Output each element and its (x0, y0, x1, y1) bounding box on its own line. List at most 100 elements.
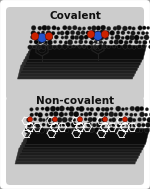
Circle shape (70, 30, 75, 35)
Circle shape (112, 118, 116, 122)
Circle shape (56, 123, 61, 127)
Circle shape (122, 117, 128, 122)
Circle shape (47, 40, 52, 45)
Circle shape (41, 31, 45, 34)
Circle shape (141, 31, 145, 35)
Circle shape (70, 35, 75, 40)
Circle shape (117, 45, 121, 49)
Polygon shape (21, 137, 145, 153)
Circle shape (31, 123, 35, 127)
Circle shape (93, 45, 97, 49)
Circle shape (147, 26, 150, 29)
Circle shape (37, 32, 40, 35)
Circle shape (149, 40, 150, 44)
Circle shape (129, 40, 132, 43)
Circle shape (52, 26, 56, 30)
Circle shape (125, 112, 128, 116)
Circle shape (78, 124, 81, 127)
Circle shape (93, 31, 102, 40)
Circle shape (42, 123, 45, 126)
Circle shape (52, 118, 55, 121)
Polygon shape (15, 148, 139, 164)
Circle shape (99, 128, 105, 133)
Circle shape (101, 123, 105, 128)
Circle shape (114, 40, 119, 45)
Circle shape (124, 40, 128, 45)
Circle shape (85, 128, 89, 133)
Circle shape (41, 107, 44, 110)
Circle shape (140, 36, 143, 40)
Circle shape (55, 128, 60, 133)
Circle shape (27, 117, 33, 122)
Circle shape (45, 33, 53, 40)
Circle shape (144, 113, 148, 116)
Circle shape (137, 123, 141, 127)
Circle shape (46, 30, 51, 36)
Circle shape (125, 35, 130, 40)
Circle shape (59, 40, 62, 44)
Circle shape (123, 44, 128, 49)
Circle shape (75, 129, 79, 133)
Circle shape (102, 117, 107, 122)
Circle shape (148, 45, 150, 49)
Circle shape (102, 117, 108, 122)
Circle shape (109, 118, 112, 122)
Circle shape (129, 113, 133, 117)
Circle shape (93, 112, 97, 116)
Circle shape (135, 106, 140, 112)
Polygon shape (25, 51, 144, 65)
Circle shape (78, 118, 82, 122)
Circle shape (57, 31, 60, 35)
Circle shape (81, 30, 85, 35)
Circle shape (46, 117, 51, 122)
Circle shape (147, 117, 150, 123)
Circle shape (50, 129, 53, 132)
Circle shape (88, 26, 91, 30)
Circle shape (40, 36, 44, 39)
Circle shape (128, 26, 132, 30)
Circle shape (66, 107, 70, 111)
Circle shape (41, 44, 46, 49)
Circle shape (31, 26, 36, 30)
Circle shape (134, 113, 137, 116)
Circle shape (28, 45, 32, 50)
Circle shape (121, 123, 125, 126)
Circle shape (121, 128, 124, 132)
Circle shape (33, 118, 37, 121)
Circle shape (89, 40, 93, 45)
Circle shape (65, 129, 69, 133)
Polygon shape (24, 131, 148, 147)
Circle shape (60, 31, 64, 35)
Circle shape (62, 123, 65, 126)
Circle shape (144, 35, 149, 40)
Text: Non-covalent: Non-covalent (36, 96, 114, 106)
Circle shape (69, 106, 74, 112)
Circle shape (113, 45, 116, 48)
Circle shape (138, 26, 142, 30)
Text: Covalent: Covalent (49, 11, 101, 21)
Circle shape (81, 128, 84, 132)
Circle shape (87, 45, 91, 49)
Circle shape (127, 31, 130, 34)
Circle shape (105, 129, 109, 132)
Circle shape (127, 123, 131, 128)
Circle shape (86, 107, 90, 111)
Circle shape (134, 35, 139, 40)
Circle shape (104, 41, 107, 44)
Circle shape (114, 113, 118, 117)
Circle shape (35, 107, 39, 111)
Circle shape (30, 35, 34, 39)
Circle shape (92, 123, 96, 127)
Circle shape (132, 45, 136, 49)
Circle shape (49, 112, 54, 116)
Polygon shape (21, 59, 139, 73)
Circle shape (99, 35, 104, 40)
Circle shape (128, 117, 133, 122)
Circle shape (109, 40, 113, 44)
Circle shape (101, 107, 105, 111)
Circle shape (79, 40, 83, 44)
Circle shape (138, 118, 142, 122)
Circle shape (50, 106, 56, 112)
Circle shape (29, 40, 32, 43)
Circle shape (115, 34, 120, 40)
